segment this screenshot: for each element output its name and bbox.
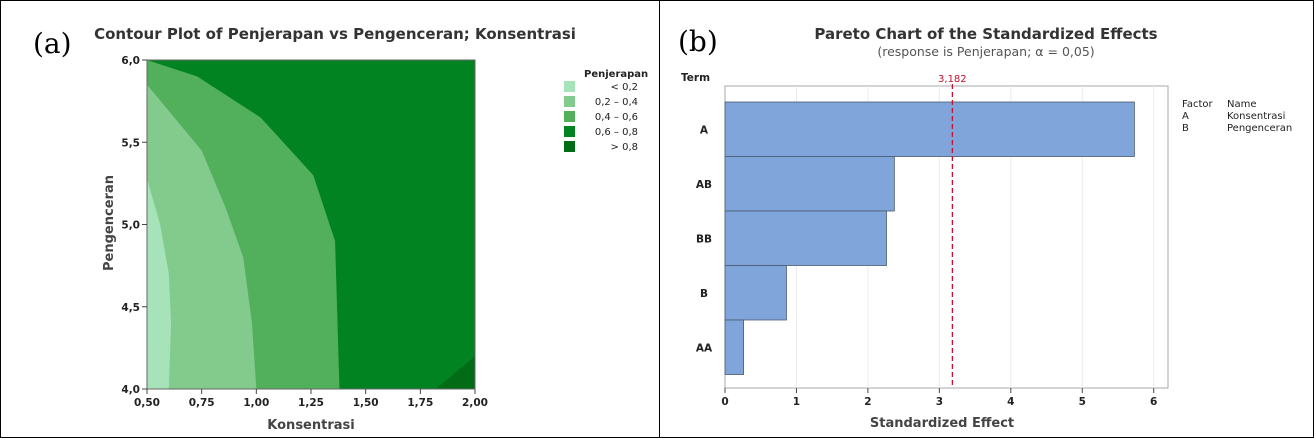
contour-y-tick-label: 4,0 [121, 384, 140, 396]
contour-y-tick-label: 5,5 [121, 137, 140, 149]
contour-y-axis: 4,0 4,5 5,0 5,5 6,0 [121, 55, 147, 396]
pareto-chart-svg: (b) Pareto Chart of the Standardized Eff… [678, 25, 1292, 431]
contour-legend-swatch [564, 96, 575, 107]
factor-legend-header-name: Name [1227, 99, 1257, 110]
contour-x-tick-label: 0,50 [134, 397, 160, 409]
contour-x-label: Konsentrasi [267, 418, 354, 433]
pareto-term-label: B [700, 288, 708, 300]
pareto-subtitle: (response is Penjerapan; α = 0,05) [877, 44, 1094, 59]
pareto-x-tick-label: 5 [1079, 396, 1086, 408]
pareto-title: Pareto Chart of the Standardized Effects [814, 25, 1157, 43]
contour-region-0.2-0.4 [147, 84, 257, 389]
panel-label-b: (b) [678, 25, 718, 58]
pareto-y-label: Term [681, 72, 710, 84]
pareto-x-tick-label: 6 [1150, 396, 1157, 408]
contour-region-gt-0.8 [435, 356, 475, 389]
contour-x-tick-label: 0,75 [189, 397, 215, 409]
panel-label-a: (a) [33, 27, 72, 60]
pareto-term-label: AA [696, 342, 713, 354]
contour-plot-svg: (a) Contour Plot of Penjerapan vs Pengen… [33, 25, 648, 433]
pareto-x-tick-label: 2 [864, 396, 871, 408]
pareto-x-tick-label: 4 [1007, 396, 1014, 408]
contour-y-tick-label: 4,5 [121, 302, 140, 314]
contour-legend-swatch [564, 141, 575, 152]
pareto-x-tick-label: 3 [936, 396, 943, 408]
contour-plot-panel: (a) Contour Plot of Penjerapan vs Pengen… [0, 0, 660, 438]
contour-x-axis: 0,50 0,75 1,00 1,25 1,50 1,75 2,00 [134, 389, 488, 409]
contour-title: Contour Plot of Penjerapan vs Pengencera… [94, 25, 576, 43]
factor-legend: Factor Name A Konsentrasi B Pengenceran [1182, 99, 1292, 134]
contour-legend-label: 0,4 – 0,6 [595, 112, 638, 123]
pareto-term-label: BB [696, 233, 712, 245]
contour-x-tick-label: 1,25 [298, 397, 324, 409]
factor-legend-factor: A [1182, 111, 1189, 122]
pareto-term-label: AB [696, 179, 712, 191]
contour-x-tick-label: 1,75 [407, 397, 433, 409]
pareto-x-tick-label: 1 [793, 396, 800, 408]
contour-legend-label: < 0,2 [611, 82, 638, 93]
contour-y-label: Pengenceran [102, 175, 117, 271]
pareto-chart-panel: (b) Pareto Chart of the Standardized Eff… [659, 0, 1314, 438]
factor-legend-name: Konsentrasi [1227, 111, 1285, 122]
pareto-x-tick-label: 0 [721, 396, 728, 408]
contour-legend-swatch [564, 111, 575, 122]
contour-x-tick-label: 2,00 [462, 397, 488, 409]
contour-legend: < 0,2 0,2 – 0,4 0,4 – 0,6 0,6 – 0,8 > 0,8 [564, 81, 638, 153]
factor-legend-factor: B [1182, 123, 1189, 134]
contour-legend-swatch [564, 126, 575, 137]
contour-x-tick-label: 1,00 [243, 397, 269, 409]
pareto-bar-AA [724, 319, 744, 375]
pareto-bar-A [724, 101, 1135, 157]
contour-x-tick-label: 1,50 [353, 397, 379, 409]
pareto-x-label: Standardized Effect [870, 416, 1014, 431]
contour-legend-label: 0,2 – 0,4 [595, 97, 638, 108]
pareto-term-label: A [700, 124, 709, 136]
contour-y-tick-label: 5,0 [121, 220, 140, 232]
pareto-reference-label: 3,182 [938, 74, 967, 85]
contour-y-tick-label: 6,0 [121, 55, 140, 67]
factor-legend-name: Pengenceran [1227, 123, 1292, 134]
contour-plot-area [146, 59, 476, 390]
factor-legend-header-factor: Factor [1182, 99, 1213, 110]
contour-region-lt-0.2 [147, 178, 172, 389]
contour-legend-label: 0,6 – 0,8 [595, 127, 638, 138]
pareto-bar-AB [724, 156, 895, 212]
contour-legend-label: > 0,8 [611, 142, 638, 153]
contour-legend-title: Penjerapan [584, 69, 648, 80]
pareto-bar-BB [724, 210, 887, 266]
contour-legend-swatch [564, 81, 575, 92]
pareto-bar-B [724, 265, 787, 321]
